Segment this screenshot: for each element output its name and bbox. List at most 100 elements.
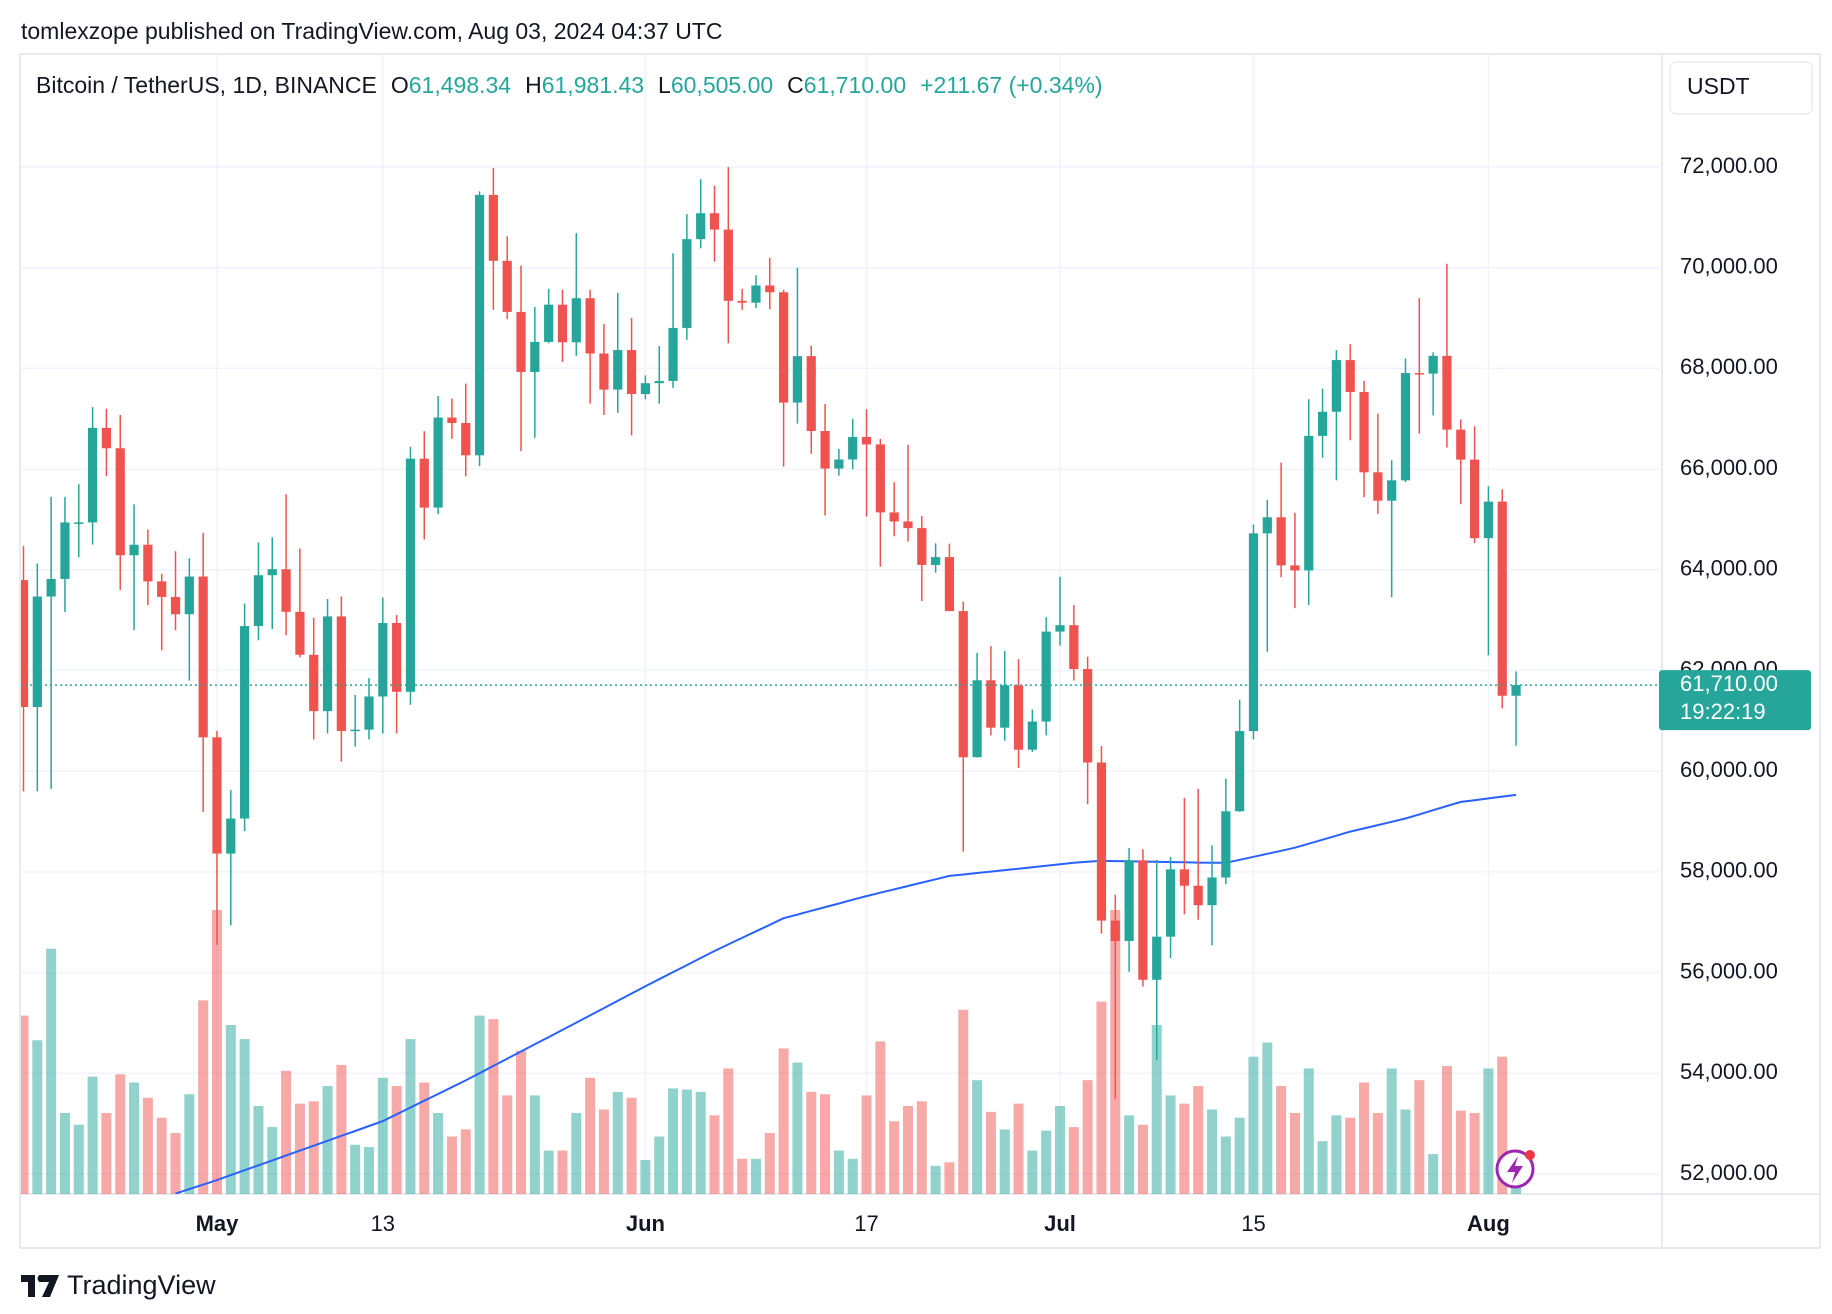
symbol: Bitcoin / TetherUS, 1D, BINANCE [36, 72, 377, 98]
candle-body [157, 581, 167, 597]
candle-body [1041, 631, 1051, 722]
volume-bar [585, 1077, 596, 1194]
candle-body [1221, 811, 1231, 878]
candle-body [599, 353, 609, 390]
legend-value: 60,505.00 [670, 72, 774, 98]
volume-bar [1179, 1103, 1190, 1194]
volume-bar [1220, 1136, 1231, 1194]
candle-body [309, 654, 319, 712]
volume-bar [1165, 1095, 1176, 1194]
currency: USDT [1687, 73, 1750, 99]
volume-bar [571, 1113, 582, 1194]
candle-body [516, 311, 526, 372]
candle-body [1456, 429, 1466, 460]
volume-bar [391, 1086, 402, 1194]
volume-bar [32, 1040, 43, 1194]
candle-body [1387, 480, 1397, 501]
volume-bar [488, 1019, 499, 1194]
volume-bar [1276, 1086, 1287, 1194]
candle-body [1138, 860, 1148, 980]
candle-body [350, 729, 360, 732]
volume-bar [1497, 1056, 1508, 1194]
candle-body [1290, 565, 1300, 571]
volume-bar [142, 1097, 153, 1194]
volume-bar [170, 1132, 181, 1194]
y-tick-label: 58,000.00 [1680, 858, 1778, 883]
candle-body [1317, 411, 1328, 436]
candle-body [184, 576, 194, 615]
candle-body [1193, 885, 1203, 906]
candle-body [295, 611, 305, 655]
candle-body [198, 576, 208, 738]
candle-body [1304, 435, 1314, 571]
alert-icon[interactable] [1495, 1149, 1535, 1189]
volume-bar [516, 1050, 527, 1194]
candle-body [170, 596, 181, 615]
candle-body [834, 459, 844, 469]
volume-bar [654, 1136, 665, 1194]
volume-bar [1262, 1042, 1273, 1194]
candle-body [322, 616, 333, 712]
candle-body [1110, 920, 1120, 941]
candle-body [848, 436, 858, 460]
legend: Bitcoin / TetherUS, 1D, BINANCE O61,498.3… [36, 72, 1117, 99]
candle-body [1083, 669, 1093, 763]
volume-bar [239, 1039, 250, 1194]
candle-body [931, 557, 941, 565]
candle-body [682, 239, 692, 328]
candle-body [723, 229, 733, 301]
candle-body [875, 444, 885, 513]
volume-bar [1372, 1113, 1383, 1194]
candle-body [433, 417, 443, 508]
volume-bar [598, 1109, 609, 1194]
volume-bar [1068, 1127, 1079, 1194]
volume-bar [364, 1147, 374, 1194]
y-tick-label: 64,000.00 [1680, 556, 1778, 581]
volume-bar [778, 1048, 789, 1194]
candle-body [1096, 762, 1107, 921]
volume-bar [529, 1095, 540, 1194]
candle-body [806, 356, 816, 432]
candle-body [944, 557, 955, 612]
volume-bar [129, 1082, 140, 1194]
candle-body [640, 383, 650, 395]
x-tick-label: Aug [1467, 1211, 1510, 1236]
candle-body [1359, 391, 1369, 473]
volume-bar [419, 1082, 430, 1194]
volume-bar [820, 1094, 831, 1194]
candle-body [115, 448, 125, 556]
candle-body [419, 458, 429, 508]
candle-body [958, 611, 968, 758]
candle-body [212, 737, 222, 854]
candle-body [1511, 685, 1521, 696]
candle-body [1276, 517, 1286, 566]
candle-body [613, 350, 623, 390]
volume-bar [294, 1103, 305, 1194]
candle-body [1400, 373, 1411, 481]
publish-info: tomlexzope published on TradingView.com,… [21, 18, 723, 44]
candle-body [32, 596, 42, 708]
volume-bar [433, 1113, 444, 1194]
candle-body [1000, 685, 1010, 728]
candle-body [1428, 355, 1438, 374]
candle-body [88, 427, 98, 523]
volume-bar [764, 1132, 775, 1194]
volume-bar [101, 1113, 112, 1194]
candle-body [1345, 360, 1355, 392]
y-tick-label: 66,000.00 [1680, 455, 1778, 480]
volume-bar [87, 1076, 98, 1194]
volume-bar [1289, 1113, 1300, 1194]
volume-bar [1151, 1025, 1162, 1194]
legend-key: C [787, 72, 804, 98]
volume-bar [211, 910, 222, 1194]
x-tick-label: May [196, 1211, 240, 1236]
candle-body [226, 818, 236, 854]
candle-body [474, 194, 485, 456]
currency-box[interactable] [1669, 61, 1813, 115]
candle-body [447, 417, 457, 424]
candle-body [779, 292, 789, 403]
volume-bar [1137, 1124, 1148, 1194]
volume-bar [1234, 1117, 1245, 1194]
